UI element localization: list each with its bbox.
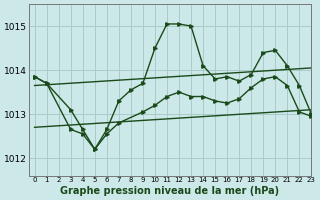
X-axis label: Graphe pression niveau de la mer (hPa): Graphe pression niveau de la mer (hPa) xyxy=(60,186,280,196)
